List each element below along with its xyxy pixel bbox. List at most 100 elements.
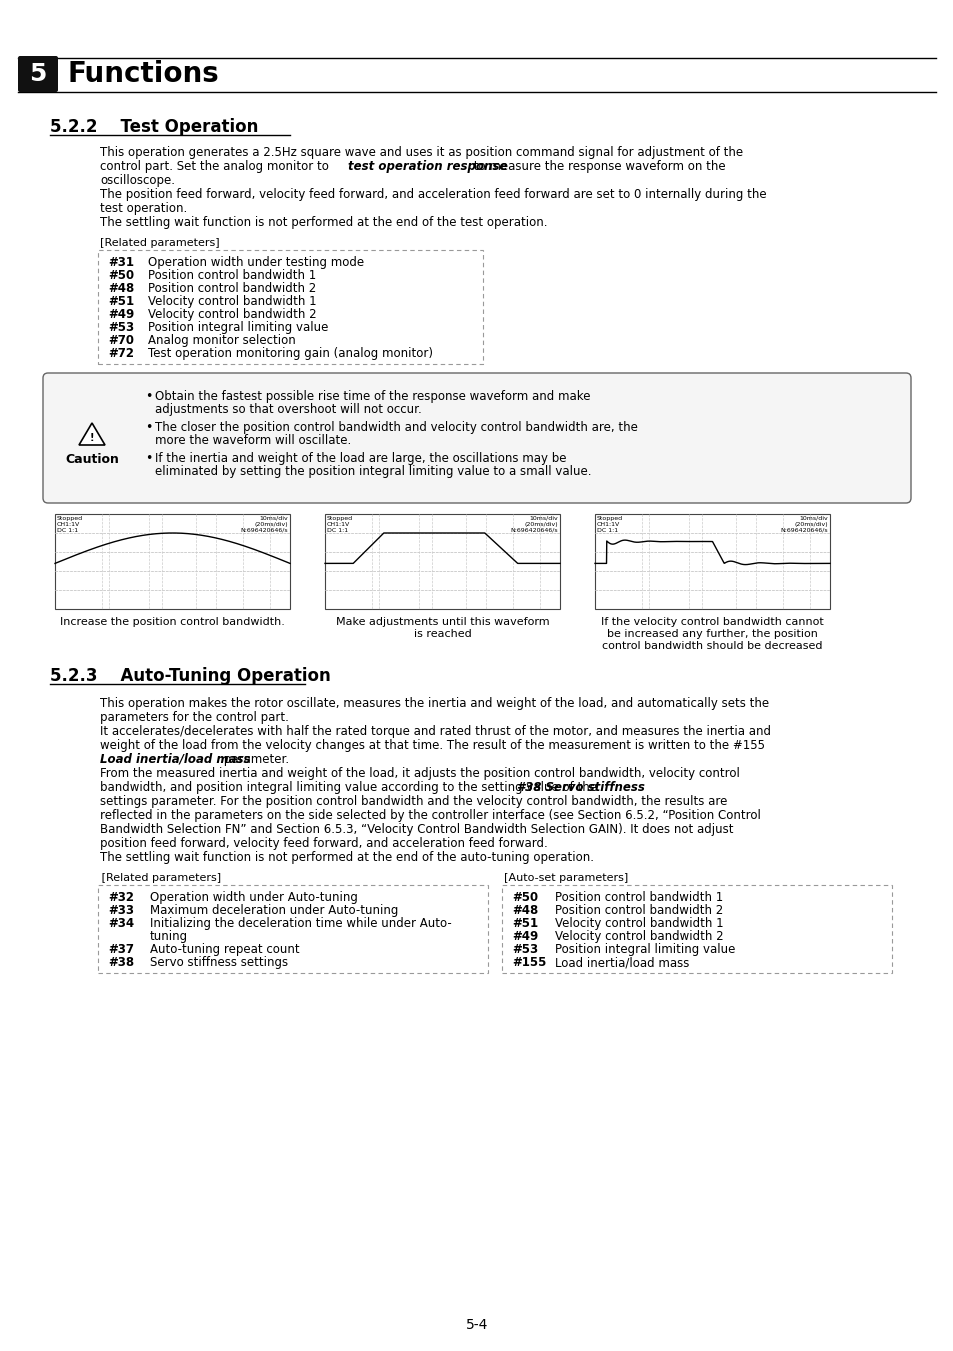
Text: Velocity control bandwidth 2: Velocity control bandwidth 2: [555, 929, 723, 943]
Text: 10ms/div: 10ms/div: [259, 516, 288, 521]
Text: Stopped: Stopped: [57, 516, 83, 521]
FancyBboxPatch shape: [43, 373, 910, 503]
Text: #34: #34: [108, 917, 134, 929]
Text: #51: #51: [108, 295, 134, 308]
Text: Position control bandwidth 1: Position control bandwidth 1: [148, 269, 315, 282]
Text: •: •: [145, 390, 152, 403]
FancyBboxPatch shape: [18, 55, 58, 92]
Text: test operation response: test operation response: [348, 159, 507, 173]
Text: #32: #32: [108, 892, 133, 904]
Text: [Related parameters]: [Related parameters]: [100, 238, 219, 249]
Text: #31: #31: [108, 255, 133, 269]
Text: Position integral limiting value: Position integral limiting value: [555, 943, 735, 957]
Text: •: •: [145, 453, 152, 465]
Text: #48: #48: [108, 282, 134, 295]
Text: (20ms/div): (20ms/div): [794, 521, 827, 527]
Text: It accelerates/decelerates with half the rated torque and rated thrust of the mo: It accelerates/decelerates with half the…: [100, 725, 770, 738]
Text: parameters for the control part.: parameters for the control part.: [100, 711, 289, 724]
Text: #53: #53: [512, 943, 537, 957]
Text: Velocity control bandwidth 2: Velocity control bandwidth 2: [148, 308, 316, 322]
Text: From the measured inertia and weight of the load, it adjusts the position contro: From the measured inertia and weight of …: [100, 767, 740, 780]
Text: #38 Servo stiffness: #38 Servo stiffness: [517, 781, 644, 794]
Text: #72: #72: [108, 347, 133, 359]
Text: Servo stiffness settings: Servo stiffness settings: [150, 957, 288, 969]
Text: Make adjustments until this waveform: Make adjustments until this waveform: [335, 617, 549, 627]
Text: to measure the response waveform on the: to measure the response waveform on the: [470, 159, 725, 173]
Text: If the velocity control bandwidth cannot: If the velocity control bandwidth cannot: [600, 617, 823, 627]
Text: bandwidth, and position integral limiting value according to the setting value o: bandwidth, and position integral limitin…: [100, 781, 600, 794]
Text: #51: #51: [512, 917, 537, 929]
Text: If the inertia and weight of the load are large, the oscillations may be: If the inertia and weight of the load ar…: [154, 453, 566, 465]
Text: Load inertia/load mass: Load inertia/load mass: [555, 957, 689, 969]
Text: tuning: tuning: [150, 929, 188, 943]
Text: more the waveform will oscillate.: more the waveform will oscillate.: [154, 434, 351, 447]
Text: Maximum deceleration under Auto-tuning: Maximum deceleration under Auto-tuning: [150, 904, 398, 917]
Text: #37: #37: [108, 943, 133, 957]
Text: Load inertia/load mass: Load inertia/load mass: [100, 753, 251, 766]
Text: Caution: Caution: [65, 453, 119, 466]
Text: Velocity control bandwidth 1: Velocity control bandwidth 1: [148, 295, 316, 308]
Bar: [595, 513, 829, 609]
Text: 5: 5: [30, 62, 47, 86]
Text: •: •: [145, 422, 152, 434]
Bar: [501, 885, 891, 973]
Bar: [55, 513, 290, 609]
Text: Stopped: Stopped: [327, 516, 353, 521]
Text: The position feed forward, velocity feed forward, and acceleration feed forward : The position feed forward, velocity feed…: [100, 188, 766, 201]
Text: #50: #50: [512, 892, 537, 904]
Text: Bandwidth Selection FN” and Section 6.5.3, “Velocity Control Bandwidth Selection: Bandwidth Selection FN” and Section 6.5.…: [100, 823, 733, 836]
Text: Auto-tuning repeat count: Auto-tuning repeat count: [150, 943, 299, 957]
Text: 5.2.2    Test Operation: 5.2.2 Test Operation: [50, 118, 258, 136]
Text: be increased any further, the position: be increased any further, the position: [606, 630, 817, 639]
Text: DC 1:1: DC 1:1: [57, 528, 78, 534]
Text: Velocity control bandwidth 1: Velocity control bandwidth 1: [555, 917, 723, 929]
Text: DC 1:1: DC 1:1: [327, 528, 348, 534]
Text: Position control bandwidth 2: Position control bandwidth 2: [148, 282, 315, 295]
Text: Position control bandwidth 1: Position control bandwidth 1: [555, 892, 722, 904]
Text: control bandwidth should be decreased: control bandwidth should be decreased: [601, 640, 821, 651]
Text: control part. Set the analog monitor to: control part. Set the analog monitor to: [100, 159, 333, 173]
Text: is reached: is reached: [414, 630, 471, 639]
Text: Position integral limiting value: Position integral limiting value: [148, 322, 328, 334]
Text: [Related parameters]: [Related parameters]: [98, 873, 221, 884]
Text: The settling wait function is not performed at the end of the auto-tuning operat: The settling wait function is not perfor…: [100, 851, 594, 865]
Text: Stopped: Stopped: [597, 516, 622, 521]
Polygon shape: [79, 423, 105, 444]
Text: #53: #53: [108, 322, 134, 334]
Text: Initializing the deceleration time while under Auto-: Initializing the deceleration time while…: [150, 917, 452, 929]
Text: Analog monitor selection: Analog monitor selection: [148, 334, 295, 347]
Text: #48: #48: [512, 904, 537, 917]
Text: This operation generates a 2.5Hz square wave and uses it as position command sig: This operation generates a 2.5Hz square …: [100, 146, 742, 159]
Text: CH1:1V: CH1:1V: [57, 521, 80, 527]
Text: CH1:1V: CH1:1V: [327, 521, 350, 527]
Text: #33: #33: [108, 904, 133, 917]
Text: #70: #70: [108, 334, 133, 347]
Text: eliminated by setting the position integral limiting value to a small value.: eliminated by setting the position integ…: [154, 465, 591, 478]
Text: 5-4: 5-4: [465, 1319, 488, 1332]
Bar: [98, 885, 488, 973]
Text: Position control bandwidth 2: Position control bandwidth 2: [555, 904, 722, 917]
Text: N:696420646/s: N:696420646/s: [510, 528, 558, 534]
Bar: [98, 250, 482, 363]
Text: Operation width under Auto-tuning: Operation width under Auto-tuning: [150, 892, 357, 904]
Text: Obtain the fastest possible rise time of the response waveform and make: Obtain the fastest possible rise time of…: [154, 390, 590, 403]
Text: N:696420646/s: N:696420646/s: [240, 528, 288, 534]
Text: position feed forward, velocity feed forward, and acceleration feed forward.: position feed forward, velocity feed for…: [100, 838, 547, 850]
Text: #50: #50: [108, 269, 134, 282]
Text: reflected in the parameters on the side selected by the controller interface (se: reflected in the parameters on the side …: [100, 809, 760, 821]
Text: parameter.: parameter.: [220, 753, 289, 766]
Text: adjustments so that overshoot will not occur.: adjustments so that overshoot will not o…: [154, 403, 421, 416]
Text: Test operation monitoring gain (analog monitor): Test operation monitoring gain (analog m…: [148, 347, 433, 359]
Text: Functions: Functions: [68, 59, 219, 88]
Text: #38: #38: [108, 957, 134, 969]
Text: Operation width under testing mode: Operation width under testing mode: [148, 255, 364, 269]
Text: test operation.: test operation.: [100, 203, 187, 215]
Text: #49: #49: [512, 929, 537, 943]
Bar: [325, 513, 559, 609]
Text: (20ms/div): (20ms/div): [254, 521, 288, 527]
Text: (20ms/div): (20ms/div): [524, 521, 558, 527]
Text: #49: #49: [108, 308, 134, 322]
Text: 10ms/div: 10ms/div: [799, 516, 827, 521]
Text: The settling wait function is not performed at the end of the test operation.: The settling wait function is not perfor…: [100, 216, 547, 230]
Text: Increase the position control bandwidth.: Increase the position control bandwidth.: [60, 617, 285, 627]
